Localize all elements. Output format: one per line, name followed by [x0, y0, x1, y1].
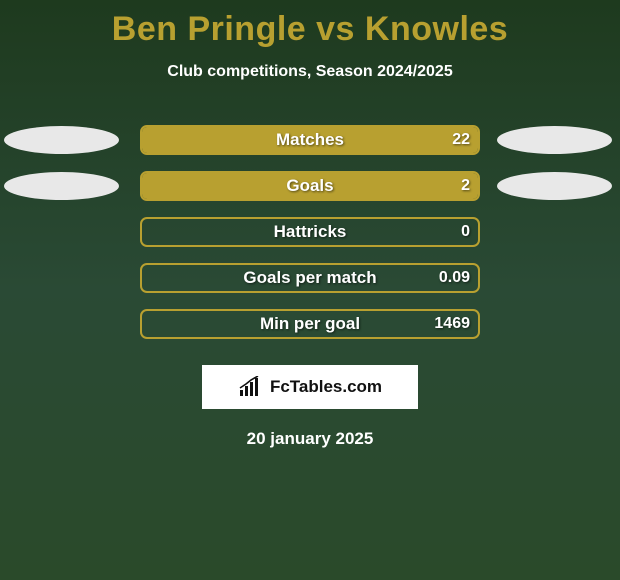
stat-value: 22 — [452, 127, 470, 153]
stat-label: Goals — [142, 173, 478, 199]
stat-label: Hattricks — [142, 219, 478, 245]
stat-label: Goals per match — [142, 265, 478, 291]
stat-value: 2 — [461, 173, 470, 199]
stat-row: Goals per match 0.09 — [0, 255, 620, 301]
left-ellipse — [4, 172, 119, 200]
stat-value: 0 — [461, 219, 470, 245]
stat-row: Min per goal 1469 — [0, 301, 620, 347]
stat-label: Min per goal — [142, 311, 478, 337]
left-ellipse — [4, 126, 119, 154]
stat-row: Hattricks 0 — [0, 209, 620, 255]
stat-bar: Goals per match 0.09 — [140, 263, 480, 293]
page-subtitle: Club competitions, Season 2024/2025 — [0, 63, 620, 81]
date-text: 20 january 2025 — [0, 429, 620, 449]
brand-box: FcTables.com — [202, 365, 418, 409]
right-ellipse — [497, 172, 612, 200]
stat-value: 0.09 — [439, 265, 470, 291]
right-ellipse — [497, 126, 612, 154]
stat-row: Goals 2 — [0, 163, 620, 209]
stat-bar: Hattricks 0 — [140, 217, 480, 247]
stat-bar: Goals 2 — [140, 171, 480, 201]
brand-text: FcTables.com — [270, 377, 382, 397]
stat-row: Matches 22 — [0, 117, 620, 163]
stat-label: Matches — [142, 127, 478, 153]
page-title: Ben Pringle vs Knowles — [0, 0, 620, 49]
stat-value: 1469 — [434, 311, 470, 337]
stat-bar: Matches 22 — [140, 125, 480, 155]
stats-container: Matches 22 Goals 2 Hattricks 0 Goals per… — [0, 117, 620, 347]
stat-bar: Min per goal 1469 — [140, 309, 480, 339]
chart-icon — [238, 376, 264, 398]
